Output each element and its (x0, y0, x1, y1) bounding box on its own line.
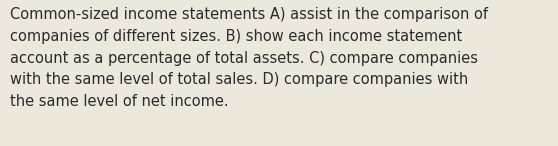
Text: Common-sized income statements A) assist in the comparison of
companies of diffe: Common-sized income statements A) assist… (10, 7, 488, 109)
